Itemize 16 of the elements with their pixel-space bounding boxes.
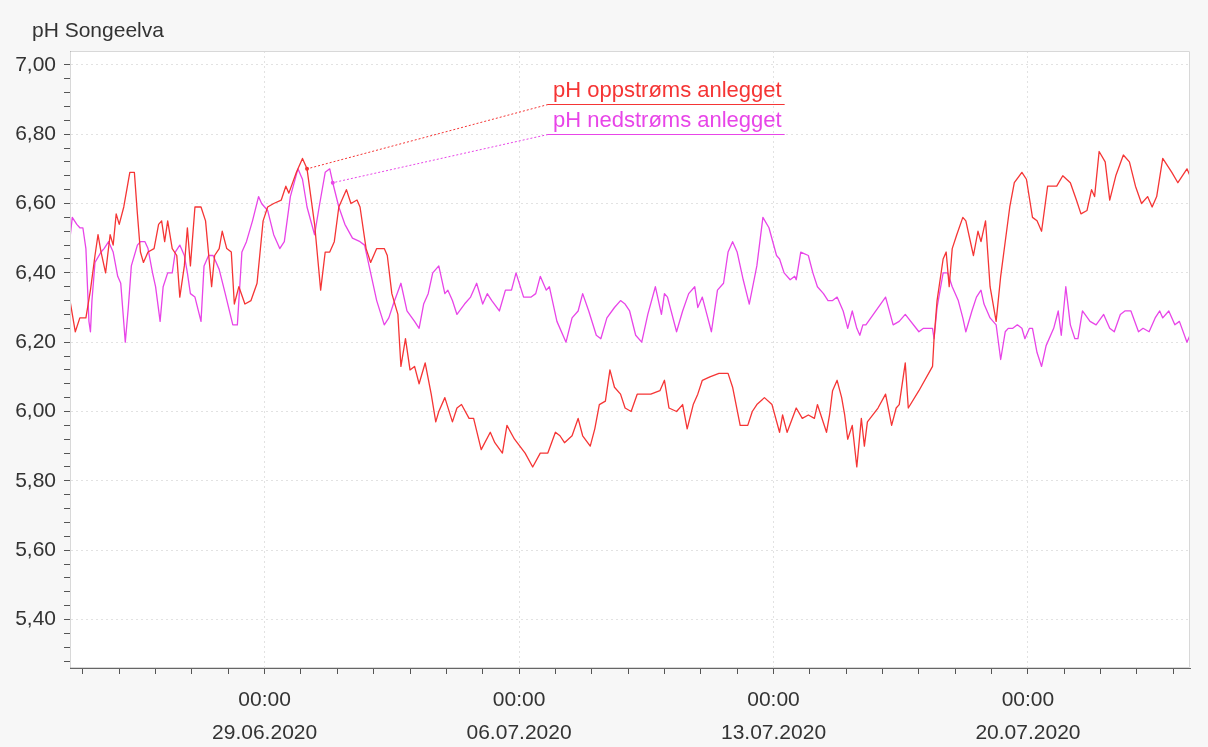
text: pH nedstrøms anlegget: [553, 107, 782, 132]
y-tick-label: 6,20: [15, 328, 56, 352]
y-tick-label: 5,80: [15, 467, 56, 491]
x-tick-label: 00:00 06.07.2020: [466, 687, 572, 743]
y-tick-label: 5,60: [15, 536, 56, 560]
y-tick-label: 6,60: [15, 190, 56, 214]
chart-title: pH Songeelva: [32, 17, 164, 43]
y-tick-label: 6,00: [15, 398, 56, 422]
y-tick-label: 6,80: [15, 120, 56, 144]
y-tick-label: 5,40: [15, 606, 56, 630]
y-tick-label: 7,00: [15, 51, 56, 75]
x-tick-label: 00:00 13.07.2020: [720, 687, 827, 743]
x-tick-label: 00:00 20.07.2020: [975, 687, 1081, 743]
x-tick-label: 00:00 29.06.2020: [212, 687, 318, 743]
text: pH oppstrøms anlegget: [553, 77, 782, 102]
y-tick-label: 6,40: [15, 259, 56, 283]
